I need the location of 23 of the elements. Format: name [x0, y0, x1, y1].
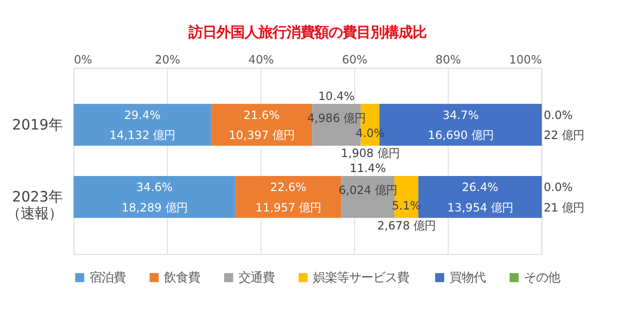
data-label: 22.6% 11,957 億円 [255, 180, 322, 214]
x-tick-label: 60% [342, 52, 368, 67]
legend-label: 交通費 [238, 269, 275, 284]
chart-title: 訪日外国人旅行消費額の費目別構成比 [187, 24, 426, 42]
x-tick-label: 80% [436, 52, 462, 67]
y-tick-label: 2019年 [12, 118, 63, 134]
data-label: 29.4% 14,132 億円 [109, 108, 176, 142]
data-label: 26.4% 13,954 億円 [447, 180, 513, 214]
y-tick-label: 2023年（速報） [6, 190, 63, 222]
data-label: 34.7% 16,690 億円 [428, 108, 494, 142]
legend-label: 飲食費 [164, 269, 200, 284]
data-label: 21.6% 10,397 億円 [228, 108, 294, 142]
x-tick-label: 100% [509, 52, 542, 67]
legend-label: 娯楽等サービス費 [313, 269, 410, 284]
x-tick-label: 20% [154, 52, 180, 67]
legend-label: その他 [524, 269, 560, 284]
legend-label: 買物代 [450, 269, 486, 284]
legend-label: 宿泊費 [90, 269, 126, 284]
data-label: 0.0% 21 億円 [544, 180, 584, 214]
x-tick-label: 0% [74, 52, 92, 67]
x-tick-label: 40% [248, 52, 274, 67]
data-label: 0.0% 22 億円 [544, 108, 584, 142]
data-label: 34.6% 18,289 億円 [122, 180, 188, 214]
